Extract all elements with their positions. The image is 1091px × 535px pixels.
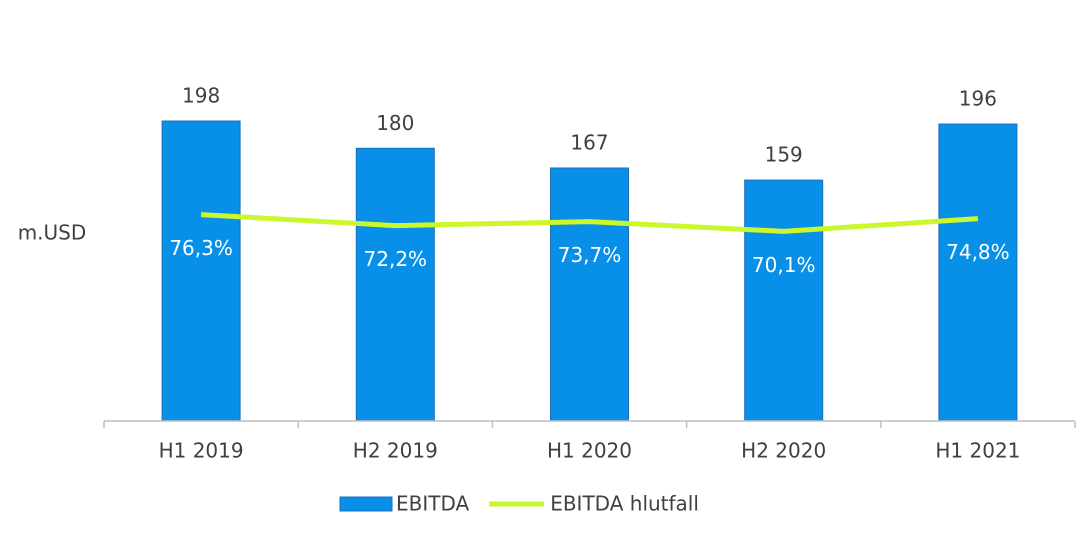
- data-label: 159: [765, 143, 803, 167]
- line: [200, 212, 979, 234]
- data-label: 70,1%: [752, 253, 816, 277]
- data-label: 167: [570, 130, 608, 154]
- data-label: 72,2%: [364, 247, 428, 271]
- data-label: 76,3%: [169, 236, 233, 260]
- legend-label: EBITDA: [396, 492, 470, 516]
- y-axis-label: m.USD: [18, 221, 87, 245]
- data-label: 74,8%: [946, 240, 1010, 264]
- legend-swatch: [339, 496, 393, 512]
- bar: [161, 120, 241, 422]
- x-tick-label: H2 2020: [741, 439, 826, 463]
- x-tick-label: H1 2021: [935, 439, 1020, 463]
- x-tick-label: H1 2020: [547, 439, 632, 463]
- x-tick-label: H2 2019: [353, 439, 438, 463]
- bar: [938, 123, 1018, 422]
- data-label: 198: [182, 84, 220, 108]
- bar: [355, 147, 435, 422]
- data-label: 180: [376, 111, 414, 135]
- legend-label: EBITDA hlutfall: [550, 492, 699, 516]
- bar: [744, 179, 824, 422]
- data-label: 196: [959, 87, 997, 111]
- x-tick-label: H1 2019: [159, 439, 244, 463]
- data-label: 73,7%: [558, 243, 622, 267]
- bar: [550, 167, 629, 422]
